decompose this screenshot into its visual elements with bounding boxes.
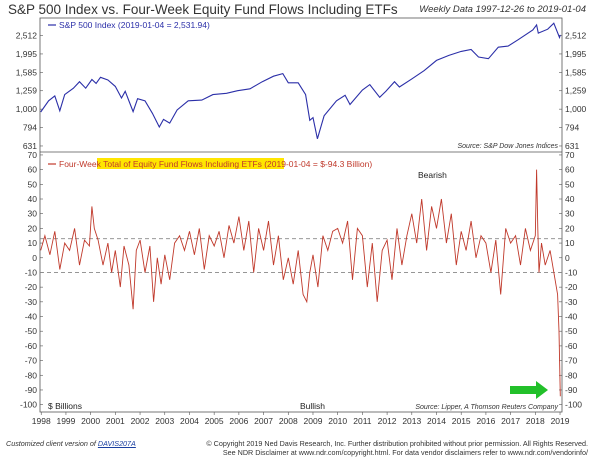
bottom-source-note: Source: Lipper, A Thomson Reuters Compan… [415, 404, 558, 411]
bottom-y-tick-label: -60 [25, 341, 38, 351]
flows-legend-suffix: (2019-01-04 = $-94.3 Billion) [262, 159, 372, 169]
bottom-y-tick-label: 20 [28, 223, 38, 233]
bottom-y-tick-label-right: 0 [565, 253, 570, 263]
bottom-y-tick-label-right: -80 [565, 370, 578, 380]
x-tick-label: 2006 [229, 416, 248, 426]
x-tick-label: 2018 [526, 416, 545, 426]
copyright-line-1: © Copyright 2019 Ned Davis Research, Inc… [206, 439, 588, 448]
bottom-y-tick-label-right: 50 [565, 179, 575, 189]
bottom-y-tick-label: -20 [25, 282, 38, 292]
bottom-y-tick-label-right: -90 [565, 385, 578, 395]
x-tick-label: 2003 [155, 416, 174, 426]
bottom-y-tick-label-right: 30 [565, 209, 575, 219]
x-tick-label: 2008 [279, 416, 298, 426]
top-y-tick-label: 1,585 [16, 67, 38, 77]
top-y-tick-label-right: 1,000 [565, 104, 587, 114]
x-tick-label: 2001 [106, 416, 125, 426]
top-y-tick-label-right: 2,512 [565, 31, 587, 41]
bottom-y-tick-label: -90 [25, 385, 38, 395]
x-tick-label: 2014 [427, 416, 446, 426]
bottom-y-tick-label-right: 60 [565, 165, 575, 175]
bottom-y-tick-label-right: -40 [565, 312, 578, 322]
bottom-y-tick-label: 10 [28, 238, 38, 248]
top-y-tick-label: 1,995 [16, 49, 38, 59]
x-tick-label: 2005 [205, 416, 224, 426]
bottom-y-tick-label: -80 [25, 370, 38, 380]
bottom-y-tick-label-right: 20 [565, 223, 575, 233]
flows-legend-label: Four-Week Total of Equity Fund Flows Inc… [59, 159, 372, 169]
top-y-tick-label-right: 1,585 [565, 67, 587, 77]
custom-version-prefix: Customized client version of [6, 439, 96, 448]
x-tick-label: 2013 [402, 416, 421, 426]
flows-legend-highlight-text: Total of Equity Fund Flows Including ETF… [103, 159, 262, 169]
x-tick-label: 2000 [81, 416, 100, 426]
bottom-y-tick-label-right: -100 [565, 400, 582, 410]
x-tick-label: 2007 [254, 416, 273, 426]
x-tick-label: 1999 [56, 416, 75, 426]
x-tick-label: 2015 [452, 416, 471, 426]
flows-legend-prefix: Four-Week [59, 159, 103, 169]
bottom-y-tick-label: -100 [20, 400, 37, 410]
bottom-y-tick-label-right: -70 [565, 356, 578, 366]
x-tick-label: 2011 [353, 416, 372, 426]
bottom-y-tick-label: -30 [25, 297, 38, 307]
bottom-y-tick-label: 50 [28, 179, 38, 189]
top-y-tick-label: 1,000 [16, 104, 38, 114]
x-tick-label: 2002 [131, 416, 150, 426]
bottom-y-tick-label: 60 [28, 165, 38, 175]
bottom-y-tick-label-right: -20 [565, 282, 578, 292]
bearish-annotation: Bearish [418, 170, 447, 180]
page-title: S&P 500 Index vs. Four-Week Equity Fund … [8, 2, 398, 17]
bottom-y-tick-label-right: -50 [565, 326, 578, 336]
top-y-tick-label-right: 1,259 [565, 86, 587, 96]
date-range-note: Weekly Data 1997-12-26 to 2019-01-04 [419, 4, 586, 15]
x-tick-label: 1998 [32, 416, 51, 426]
plot-frame [39, 17, 563, 413]
bottom-y-tick-label: -40 [25, 312, 38, 322]
bottom-y-tick-label: 40 [28, 194, 38, 204]
bottom-y-tick-label-right: 40 [565, 194, 575, 204]
top-y-tick-label-right: 631 [565, 141, 579, 151]
top-source-note: Source: S&P Dow Jones Indices [457, 143, 558, 150]
green-arrow-icon [510, 380, 548, 399]
copyright-line-2: See NDR Disclaimer at www.ndr.com/copyri… [222, 448, 588, 457]
bottom-y-tick-label-right: 70 [565, 150, 575, 160]
bottom-y-tick-label-right: -10 [565, 267, 578, 277]
bottom-y-tick-label: -50 [25, 326, 38, 336]
bottom-y-tick-label-right: -60 [565, 341, 578, 351]
top-y-tick-label: 631 [23, 141, 37, 151]
x-tick-label: 2017 [501, 416, 520, 426]
x-tick-label: 2016 [476, 416, 495, 426]
flows-series-line [40, 169, 561, 397]
sp500-legend-label: S&P 500 Index (2019-01-04 = 2,531.94) [59, 20, 210, 30]
legend-highlight [97, 158, 284, 169]
custom-version-code[interactable]: DAVIS207A [97, 439, 136, 448]
x-tick-label: 2019 [551, 416, 570, 426]
bottom-y-tick-label: -70 [25, 356, 38, 366]
sp500-series-line [40, 22, 561, 139]
x-tick-label: 2012 [378, 416, 397, 426]
bottom-y-tick-label: 0 [32, 253, 37, 263]
bottom-y-tick-label-right: -30 [565, 297, 578, 307]
top-y-tick-label: 2,512 [16, 31, 38, 41]
top-y-tick-label: 1,259 [16, 86, 38, 96]
x-tick-label: 2009 [304, 416, 323, 426]
bottom-y-tick-label: 30 [28, 209, 38, 219]
bottom-y-tick-label-right: 10 [565, 238, 575, 248]
bottom-y-tick-label: 70 [28, 150, 38, 160]
x-tick-label: 2010 [328, 416, 347, 426]
y-axis-unit-label: $ Billions [48, 401, 82, 411]
bottom-y-tick-label: -10 [25, 267, 38, 277]
top-y-tick-label-right: 1,995 [565, 49, 587, 59]
top-y-tick-label-right: 794 [565, 123, 579, 133]
x-tick-label: 2004 [180, 416, 199, 426]
top-y-tick-label: 794 [23, 123, 37, 133]
custom-version-note: Customized client version of DAVIS207A [6, 439, 136, 448]
bullish-annotation: Bullish [300, 401, 325, 411]
